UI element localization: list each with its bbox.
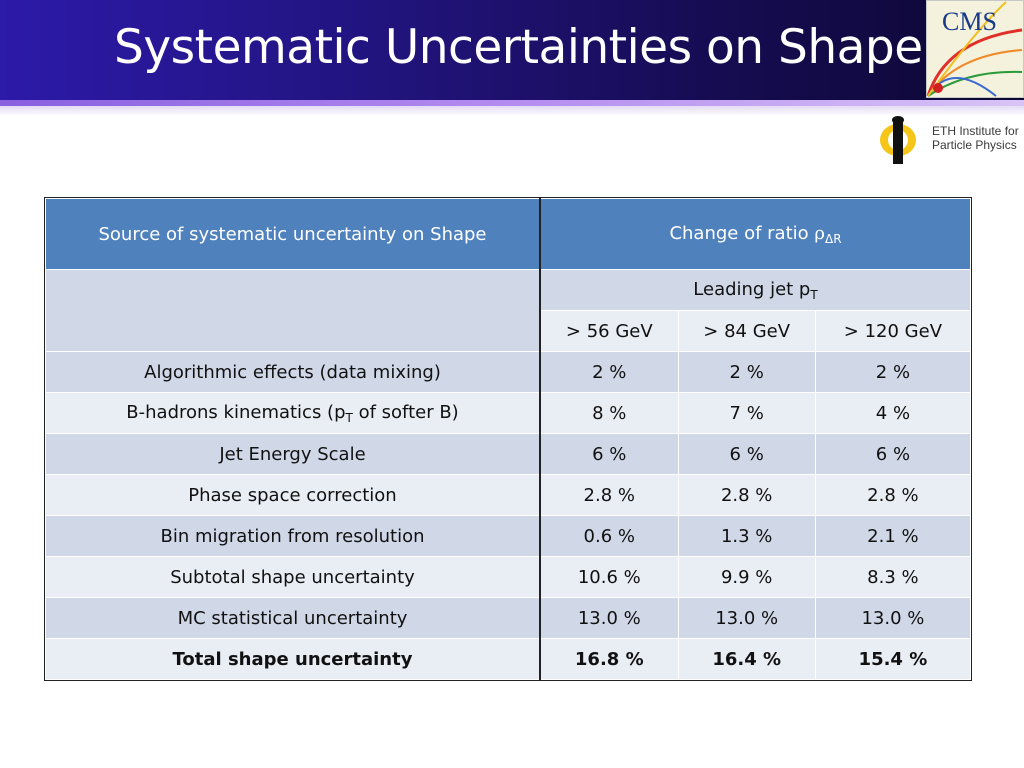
table-row: MC statistical uncertainty 13.0 % 13.0 %… <box>45 597 972 639</box>
cms-logo-text: CMS <box>942 7 997 36</box>
eth-logo: ETH Institute for Particle Physics <box>876 114 1024 166</box>
title-bar <box>0 0 1024 100</box>
row-label: Phase space correction <box>45 474 541 516</box>
leading-jet-sub: T <box>810 287 818 302</box>
slide-title: Systematic Uncertainties on Shape <box>114 20 923 75</box>
eth-logo-line1: ETH Institute for <box>932 124 1019 138</box>
row-value: 2 % <box>677 351 816 393</box>
bin-header: > 84 GeV <box>677 310 816 352</box>
row-value: 8 % <box>539 392 679 434</box>
row-label-pre: B-hadrons kinematics (p <box>126 401 346 423</box>
table-row: Phase space correction 2.8 % 2.8 % 2.8 % <box>45 474 972 516</box>
bin-header: > 120 GeV <box>814 310 972 352</box>
row-label: MC statistical uncertainty <box>45 597 541 639</box>
row-value: 2 % <box>539 351 679 393</box>
table-row: Algorithmic effects (data mixing) 2 % 2 … <box>45 351 972 393</box>
table-row: B-hadrons kinematics (pT of softer B) 8 … <box>45 392 972 434</box>
row-label: Bin migration from resolution <box>45 515 541 557</box>
header-change-label: Change of ratio <box>669 222 815 244</box>
row-value: 4 % <box>814 392 972 434</box>
title-bar-fade <box>0 106 1024 116</box>
table-row-total: Total shape uncertainty 16.8 % 16.4 % 15… <box>45 638 972 680</box>
header-source: Source of systematic uncertainty on Shap… <box>45 198 541 270</box>
table-row: Jet Energy Scale 6 % 6 % 6 % <box>45 433 972 475</box>
row-value: 0.6 % <box>539 515 679 557</box>
row-label: Subtotal shape uncertainty <box>45 556 541 598</box>
header-change-rho: ρ <box>814 222 825 244</box>
row-value: 1.3 % <box>677 515 816 557</box>
row-label-sub: T <box>345 410 353 425</box>
row-value: 2.8 % <box>539 474 679 516</box>
row-value: 6 % <box>814 433 972 475</box>
table-header-row: Source of systematic uncertainty on Shap… <box>45 198 971 270</box>
row-value: 9.9 % <box>677 556 816 598</box>
row-value: 10.6 % <box>539 556 679 598</box>
row-label: Algorithmic effects (data mixing) <box>45 351 541 393</box>
table-bins-row: > 56 GeV > 84 GeV > 120 GeV <box>46 310 972 352</box>
header-change-sub: ΔR <box>824 231 842 246</box>
table-row: Bin migration from resolution 0.6 % 1.3 … <box>45 515 972 557</box>
eth-phi-icon <box>880 116 916 164</box>
row-label: Total shape uncertainty <box>45 638 541 680</box>
row-value: 2 % <box>814 351 972 393</box>
row-value: 8.3 % <box>814 556 972 598</box>
row-value: 13.0 % <box>677 597 816 639</box>
row-value: 13.0 % <box>814 597 972 639</box>
row-value: 2.8 % <box>677 474 816 516</box>
row-value: 2.1 % <box>814 515 972 557</box>
row-value: 16.4 % <box>677 638 816 680</box>
header-change-of-ratio: Change of ratio ρΔR <box>539 198 971 270</box>
bin-header: > 56 GeV <box>539 310 679 352</box>
systematics-table: Source of systematic uncertainty on Shap… <box>44 197 972 681</box>
cms-logo: CMS <box>926 0 1024 98</box>
row-value: 13.0 % <box>539 597 679 639</box>
leading-jet-label: Leading jet p <box>693 278 811 300</box>
row-value: 16.8 % <box>539 638 679 680</box>
row-value: 15.4 % <box>814 638 972 680</box>
row-value: 6 % <box>677 433 816 475</box>
row-value: 6 % <box>539 433 679 475</box>
table-subheader-row: Leading jet pT <box>45 269 971 352</box>
row-value: 7 % <box>677 392 816 434</box>
subheader-empty-cell <box>45 269 541 352</box>
row-label: Jet Energy Scale <box>45 433 541 475</box>
row-label: B-hadrons kinematics (pT of softer B) <box>45 392 541 434</box>
eth-logo-line2: Particle Physics <box>932 138 1017 152</box>
row-value: 2.8 % <box>814 474 972 516</box>
title-bar-rule <box>0 100 1024 106</box>
leading-jet-header: Leading jet pT <box>539 269 971 311</box>
eth-logo-text: ETH Institute for Particle Physics <box>932 124 1019 152</box>
table-row: Subtotal shape uncertainty 10.6 % 9.9 % … <box>45 556 972 598</box>
row-label-post: of softer B) <box>352 401 459 423</box>
